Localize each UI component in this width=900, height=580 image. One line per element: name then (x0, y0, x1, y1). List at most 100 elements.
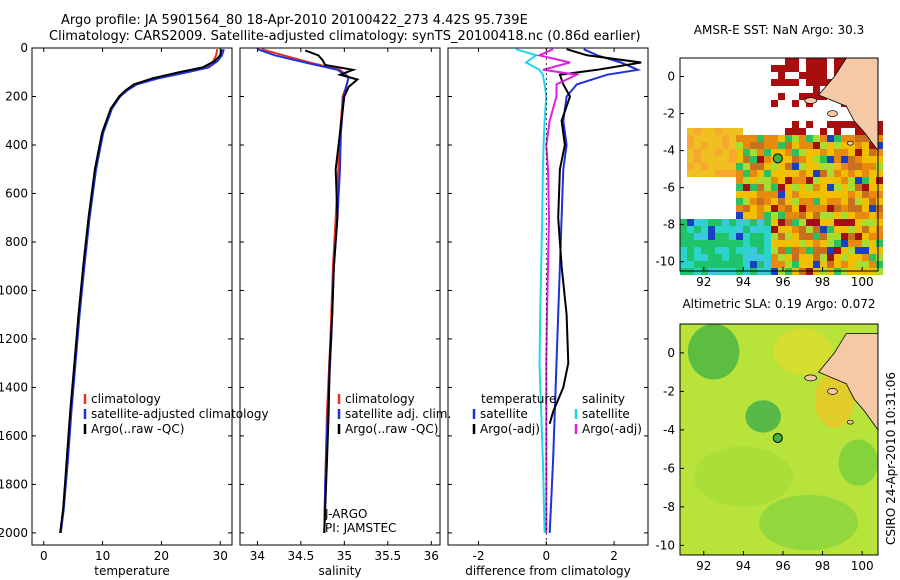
sst-cell (757, 226, 764, 233)
sst-cell (792, 58, 799, 65)
map-ytick-label: -10 (655, 255, 675, 269)
sst-cell (848, 261, 855, 268)
sst-cell (687, 149, 694, 156)
annotation-pi: PI: JAMSTEC (325, 521, 396, 535)
sst-cell (799, 247, 806, 254)
sst-cell (764, 247, 771, 254)
sst-cell (855, 184, 862, 191)
sst-cell (813, 212, 820, 219)
sst-cell (876, 233, 883, 240)
sst-cell (876, 177, 883, 184)
map-xtick-label: 98 (815, 275, 830, 289)
sst-cell (792, 198, 799, 205)
sst-cell (862, 142, 869, 149)
sst-cell (771, 135, 778, 142)
sst-cell (750, 170, 757, 177)
sst-cell (750, 198, 757, 205)
legend-diff-temp-satellite: satellite (480, 407, 528, 421)
sst-cell (792, 247, 799, 254)
sst-cell (841, 170, 848, 177)
sst-cell (820, 205, 827, 212)
sst-cell (722, 170, 729, 177)
sst-cell (869, 240, 876, 247)
sst-cell (806, 93, 813, 100)
sst-cell (799, 198, 806, 205)
sst-cell (806, 163, 813, 170)
sst-cell (869, 149, 876, 156)
sst-cell (806, 142, 813, 149)
sst-cell (743, 198, 750, 205)
xtick-label-difference: -2 (473, 549, 485, 563)
sst-cell (785, 135, 792, 142)
sst-cell (694, 128, 701, 135)
map-ytick-label: -6 (663, 181, 675, 195)
xtick-label-salinity: 34 (250, 549, 265, 563)
sst-cell (785, 177, 792, 184)
sst-cell (785, 226, 792, 233)
sst-cell (729, 135, 736, 142)
sst-cell (841, 135, 848, 142)
sst-cell (806, 233, 813, 240)
ytick-label-depth: 1000 (0, 283, 28, 297)
sst-cell (722, 240, 729, 247)
sst-cell (792, 170, 799, 177)
sst-cell (848, 163, 855, 170)
sst-cell (848, 226, 855, 233)
sst-cell (841, 226, 848, 233)
sst-cell (764, 226, 771, 233)
sst-cell (750, 191, 757, 198)
sst-cell (855, 170, 862, 177)
sst-cell (813, 233, 820, 240)
sst-cell (743, 149, 750, 156)
sst-cell (820, 135, 827, 142)
sst-cell (813, 254, 820, 261)
sst-cell (694, 156, 701, 163)
sst-cell (862, 198, 869, 205)
sst-cell (708, 149, 715, 156)
xtick-label-salinity: 36 (424, 549, 439, 563)
sst-cell (820, 212, 827, 219)
sst-cell (785, 191, 792, 198)
sst-cell (869, 254, 876, 261)
sst-cell (687, 219, 694, 226)
sst-cell (799, 142, 806, 149)
sst-cell (785, 254, 792, 261)
sst-cell (813, 191, 820, 198)
sst-cell (736, 184, 743, 191)
sst-cell (743, 135, 750, 142)
sst-cell (743, 177, 750, 184)
sst-cell (806, 212, 813, 219)
map-ytick-label: -2 (663, 107, 675, 121)
map-island (846, 140, 854, 146)
sst-cell (813, 156, 820, 163)
legend-salinity-climatology: climatology (345, 392, 415, 406)
sst-cell (743, 254, 750, 261)
sst-cell (736, 247, 743, 254)
map-title-sla-map: Altimetric SLA: 0.19 Argo: 0.072 (682, 297, 875, 311)
sst-cell (729, 247, 736, 254)
sst-cell (792, 240, 799, 247)
sst-cell (834, 142, 841, 149)
sst-cell (841, 212, 848, 219)
sst-cell (820, 128, 827, 135)
sst-cell (785, 219, 792, 226)
sst-cell (757, 149, 764, 156)
sst-cell (834, 191, 841, 198)
sst-cell (855, 128, 862, 135)
ytick-label-depth: 0 (20, 41, 28, 55)
sst-cell (820, 163, 827, 170)
map-xtick-label: 92 (696, 559, 711, 573)
sst-cell (827, 226, 834, 233)
sst-cell (687, 156, 694, 163)
sst-cell (792, 79, 799, 86)
sst-cell (778, 72, 785, 79)
legend-salinity-argo: Argo(..raw -QC) (345, 422, 438, 436)
sst-cell (848, 170, 855, 177)
sst-cell (694, 219, 701, 226)
sst-cell (708, 233, 715, 240)
sst-cell (806, 58, 813, 65)
sst-cell (715, 135, 722, 142)
map-sst-map-frame (679, 57, 879, 272)
sst-cell (771, 219, 778, 226)
sst-cell (743, 240, 750, 247)
